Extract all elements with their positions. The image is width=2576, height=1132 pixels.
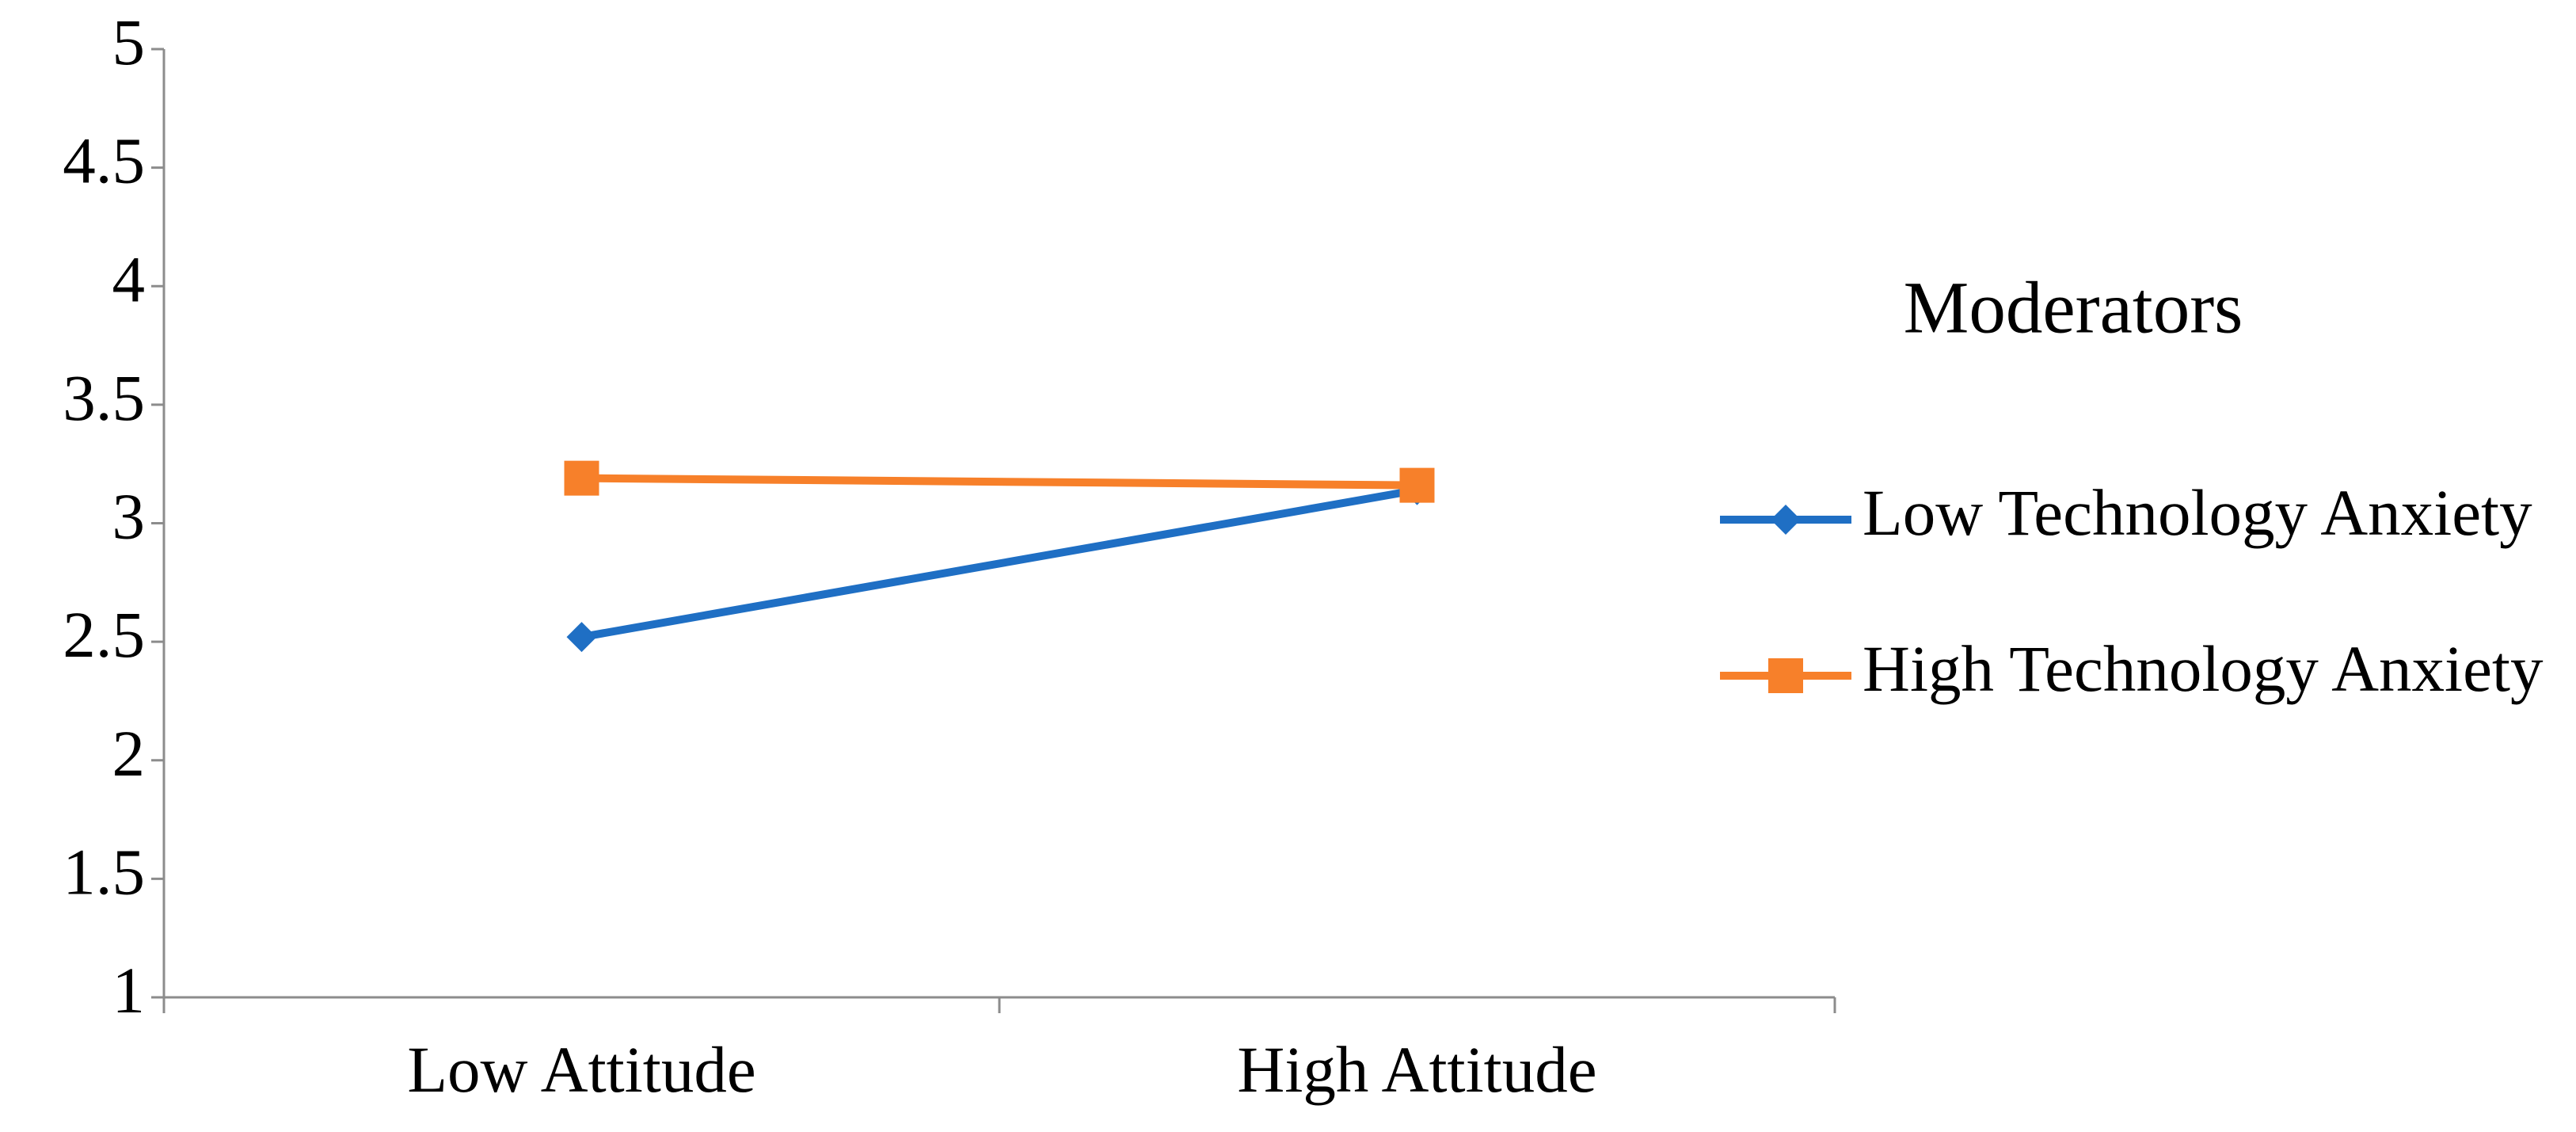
point xyxy=(566,622,597,653)
y-tick-label: 4 xyxy=(112,242,146,315)
legend-label: Low Technology Anxiety xyxy=(1863,476,2532,549)
legend-title: Moderators xyxy=(1904,267,2243,349)
legend-marker xyxy=(1771,505,1801,535)
legend-label: High Technology Anxiety xyxy=(1863,632,2544,705)
series-line xyxy=(580,486,1418,642)
y-tick-label: 1.5 xyxy=(63,835,145,908)
series-line xyxy=(581,474,1417,490)
y-tick-label: 1 xyxy=(112,954,146,1027)
point xyxy=(564,460,599,496)
legend-marker xyxy=(1768,658,1803,693)
y-tick-label: 5 xyxy=(112,6,146,78)
y-tick-label: 3.5 xyxy=(63,361,145,434)
x-tick-label: High Attitude xyxy=(1237,1033,1596,1106)
x-tick-label: Low Attitude xyxy=(407,1033,755,1106)
y-tick-label: 4.5 xyxy=(63,124,145,197)
y-tick-label: 2.5 xyxy=(63,598,145,671)
y-tick-label: 3 xyxy=(112,480,146,553)
point xyxy=(1399,467,1435,503)
y-tick-label: 2 xyxy=(112,717,146,790)
